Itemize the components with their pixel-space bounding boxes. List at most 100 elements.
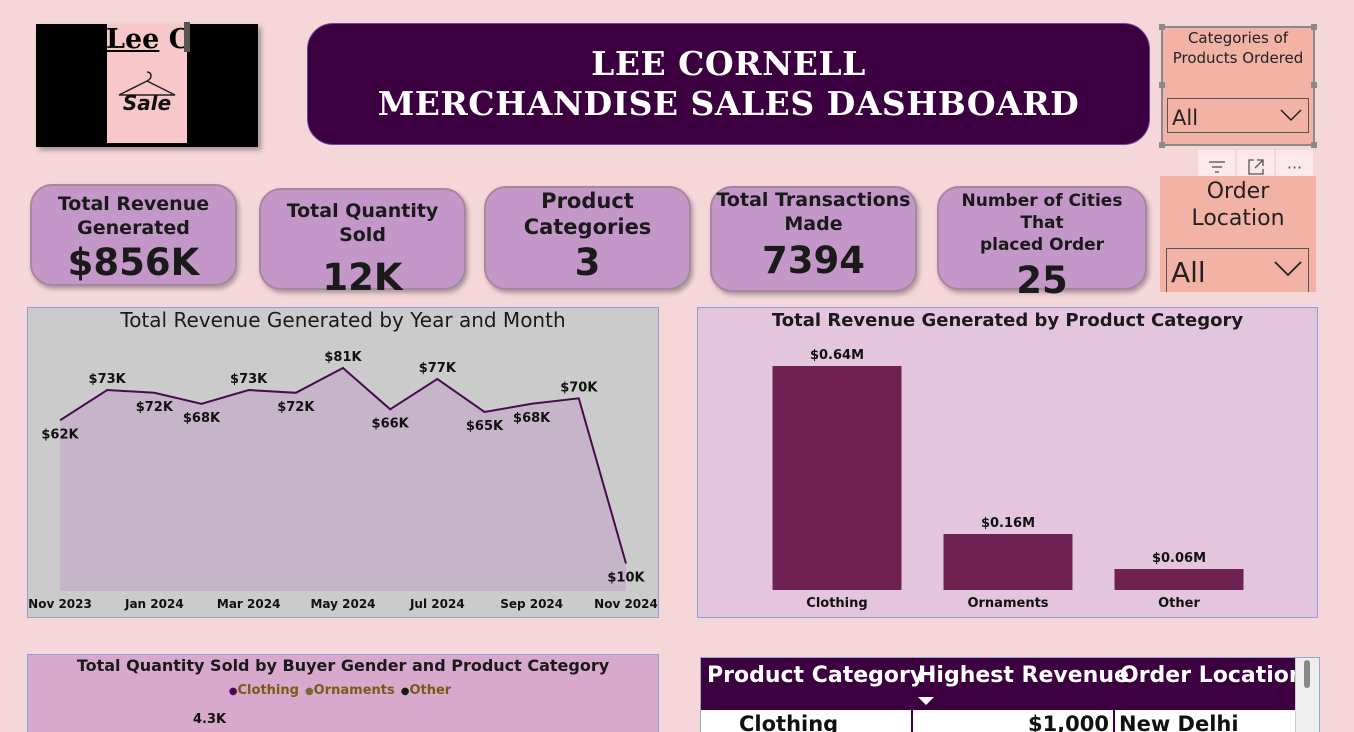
hanger-sale-logo: Sale xyxy=(118,71,176,115)
x-tick-label: Sep 2024 xyxy=(500,597,563,611)
chart-legend: ●Clothing ●Ornaments ●Other xyxy=(28,683,658,698)
series-line xyxy=(59,366,627,564)
resize-handle[interactable] xyxy=(1159,142,1165,148)
data-label: $66K xyxy=(372,416,410,431)
x-tick-label: Jan 2024 xyxy=(124,597,184,611)
chart-title: Total Quantity Sold by Buyer Gender and … xyxy=(76,656,610,675)
location-slicer[interactable]: Order Location All xyxy=(1160,176,1316,292)
chart-title: Total Revenue Generated by Product Categ… xyxy=(771,310,1244,331)
column-header-product-category[interactable]: Product Category xyxy=(707,663,925,688)
resize-handle[interactable] xyxy=(1311,142,1317,148)
legend-label: Ornaments xyxy=(313,683,395,698)
kpi-product-categories: Product Categories 3 xyxy=(484,186,691,290)
kpi-number-of-cities: Number of Cities That placed Order 25 xyxy=(937,186,1147,302)
data-label: $81K xyxy=(324,350,362,365)
legend-item[interactable]: ●Clothing xyxy=(229,683,299,698)
kpi-label: Total Revenue Generated xyxy=(57,193,210,239)
category-label: Clothing xyxy=(806,596,867,611)
text-cursor xyxy=(184,22,190,52)
column-header-order-location[interactable]: Order Location xyxy=(1120,663,1305,688)
dashboard-title: LEE CORNELL MERCHANDISE SALES DASHBOARD xyxy=(307,23,1150,145)
legend-item[interactable]: ●Other xyxy=(401,683,451,698)
kpi-value: 25 xyxy=(1016,259,1068,302)
x-tick-label: Nov 2023 xyxy=(28,597,92,611)
resize-handle[interactable] xyxy=(1159,24,1165,30)
table-header: Product Category Highest Revenue Order L… xyxy=(701,658,1305,710)
category-label: Other xyxy=(1158,596,1200,611)
legend-marker: ● xyxy=(228,686,238,697)
kpi-value: 7394 xyxy=(762,239,865,282)
revenue-table[interactable]: Product Category Highest Revenue Order L… xyxy=(700,657,1320,732)
table-scrollbar[interactable] xyxy=(1295,658,1319,732)
categories-slicer[interactable]: Categories of Products Ordered All xyxy=(1159,24,1317,148)
revenue-by-category-chart[interactable]: Total Revenue Generated by Product Categ… xyxy=(697,307,1318,618)
area-fill xyxy=(60,368,626,591)
x-tick-label: May 2024 xyxy=(310,597,375,611)
legend-label: Clothing xyxy=(237,683,299,698)
data-label: $73K xyxy=(230,372,268,387)
column-divider xyxy=(1113,710,1115,732)
location-dropdown[interactable]: All xyxy=(1166,248,1309,292)
data-label: $0.64M xyxy=(810,348,864,363)
kpi-label: Product Categories xyxy=(523,189,652,239)
logo-title: Lee C xyxy=(106,24,191,55)
column-header-highest-revenue[interactable]: Highest Revenue xyxy=(918,663,1129,688)
x-tick-label: Nov 2024 xyxy=(594,597,658,611)
logo-background xyxy=(107,24,187,143)
chevron-down-icon xyxy=(1274,261,1302,277)
data-label: $73K xyxy=(89,372,127,387)
data-label: $62K xyxy=(41,427,79,442)
x-tick-label: Jul 2024 xyxy=(409,597,465,611)
category-label: Ornaments xyxy=(967,596,1048,611)
table-row[interactable]: Clothing $1,000 New Delhi xyxy=(701,710,1295,732)
categories-dropdown[interactable]: All xyxy=(1167,98,1309,133)
legend-marker: ● xyxy=(304,686,314,697)
kpi-total-transactions: Total Transactions Made 7394 xyxy=(710,186,917,292)
data-label: $0.16M xyxy=(981,516,1035,531)
revenue-line-svg: $62K $73K $72K $68K $73K $72K $81K $66K $77K $65K… xyxy=(28,350,658,611)
legend-marker: ● xyxy=(400,686,410,697)
revenue-bar-svg: $0.64M Clothing $0.16M Ornaments $0.06M Other xyxy=(772,348,1244,611)
table-cell: Clothing xyxy=(739,712,839,732)
x-tick-label: Mar 2024 xyxy=(217,597,281,611)
resize-handle[interactable] xyxy=(1159,82,1165,88)
title-line-2: MERCHANDISE SALES DASHBOARD xyxy=(377,84,1080,123)
logo-sale-text: Sale xyxy=(123,91,171,115)
title-line-1: LEE CORNELL xyxy=(591,44,866,83)
data-label: $72K xyxy=(277,400,315,415)
table-cell: New Delhi xyxy=(1119,712,1239,732)
table-cell: $1,000 xyxy=(1027,712,1109,732)
data-label: $77K xyxy=(419,361,457,376)
kpi-label: Number of Cities That placed Order xyxy=(961,191,1123,255)
kpi-value: 12K xyxy=(322,256,403,299)
bar xyxy=(943,534,1073,590)
logo: Lee C Sale xyxy=(36,22,258,147)
chevron-down-icon xyxy=(1280,109,1302,121)
quantity-by-gender-chart[interactable]: Total Quantity Sold by Buyer Gender and … xyxy=(27,654,659,732)
data-label: $68K xyxy=(513,411,551,426)
revenue-by-month-chart[interactable]: Total Revenue Generated by Year and Mont… xyxy=(27,307,659,618)
data-label: $0.06M xyxy=(1152,551,1206,566)
scrollbar-thumb[interactable] xyxy=(1304,660,1310,688)
resize-handle[interactable] xyxy=(1311,24,1317,30)
data-label: $68K xyxy=(183,411,221,426)
resize-handle[interactable] xyxy=(1311,82,1317,88)
categories-dropdown-value: All xyxy=(1172,106,1199,130)
kpi-total-revenue: Total Revenue Generated $856K xyxy=(30,184,237,286)
bar xyxy=(772,366,902,590)
data-label: $72K xyxy=(136,400,174,415)
data-label: 4.3K xyxy=(193,712,227,727)
legend-item[interactable]: ●Ornaments xyxy=(305,683,395,698)
column-divider xyxy=(911,710,913,732)
kpi-value: 3 xyxy=(574,241,601,284)
bar xyxy=(1114,569,1244,590)
kpi-label: Total Quantity Sold xyxy=(286,200,439,246)
kpi-value: $856K xyxy=(67,241,200,284)
categories-slicer-title: Categories of Products Ordered xyxy=(1172,29,1304,67)
kpi-label: Total Transactions Made xyxy=(716,189,911,235)
data-label: $65K xyxy=(466,419,504,434)
data-label: $70K xyxy=(560,380,598,395)
sort-descending-icon[interactable] xyxy=(917,696,935,706)
chart-title: Total Revenue Generated by Year and Mont… xyxy=(120,308,566,332)
location-dropdown-value: All xyxy=(1171,256,1206,289)
